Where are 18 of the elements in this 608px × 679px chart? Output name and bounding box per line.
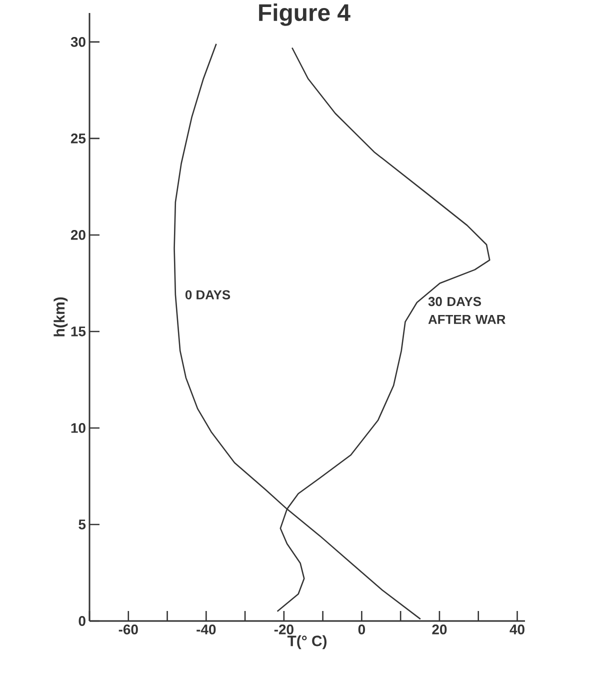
x-tick-label: 0 — [358, 624, 366, 634]
y-tick-label: 5 — [78, 520, 86, 530]
series-label: 0 DAYS — [185, 290, 230, 300]
y-tick-label: 10 — [71, 423, 86, 433]
y-tick-label: 30 — [70, 36, 86, 47]
x-axis-title: T(° C) — [287, 635, 327, 650]
y-tick-label: 20 — [70, 230, 86, 240]
y-tick-label: 0 — [78, 616, 86, 626]
x-tick-label: 20 — [432, 624, 447, 634]
x-tick-label: -20 — [274, 624, 294, 634]
x-tick-label: -60 — [118, 624, 138, 634]
y-tick-label: 15 — [71, 326, 86, 336]
series-label: 30 DAYS AFTER WAR — [428, 296, 506, 324]
x-tick-label: -40 — [196, 624, 216, 634]
x-tick-label: 40 — [510, 624, 524, 634]
chart-title: Figure 4 — [259, 4, 350, 26]
y-axis-title: h(km) — [54, 297, 68, 336]
y-tick-label: 25 — [70, 134, 86, 144]
